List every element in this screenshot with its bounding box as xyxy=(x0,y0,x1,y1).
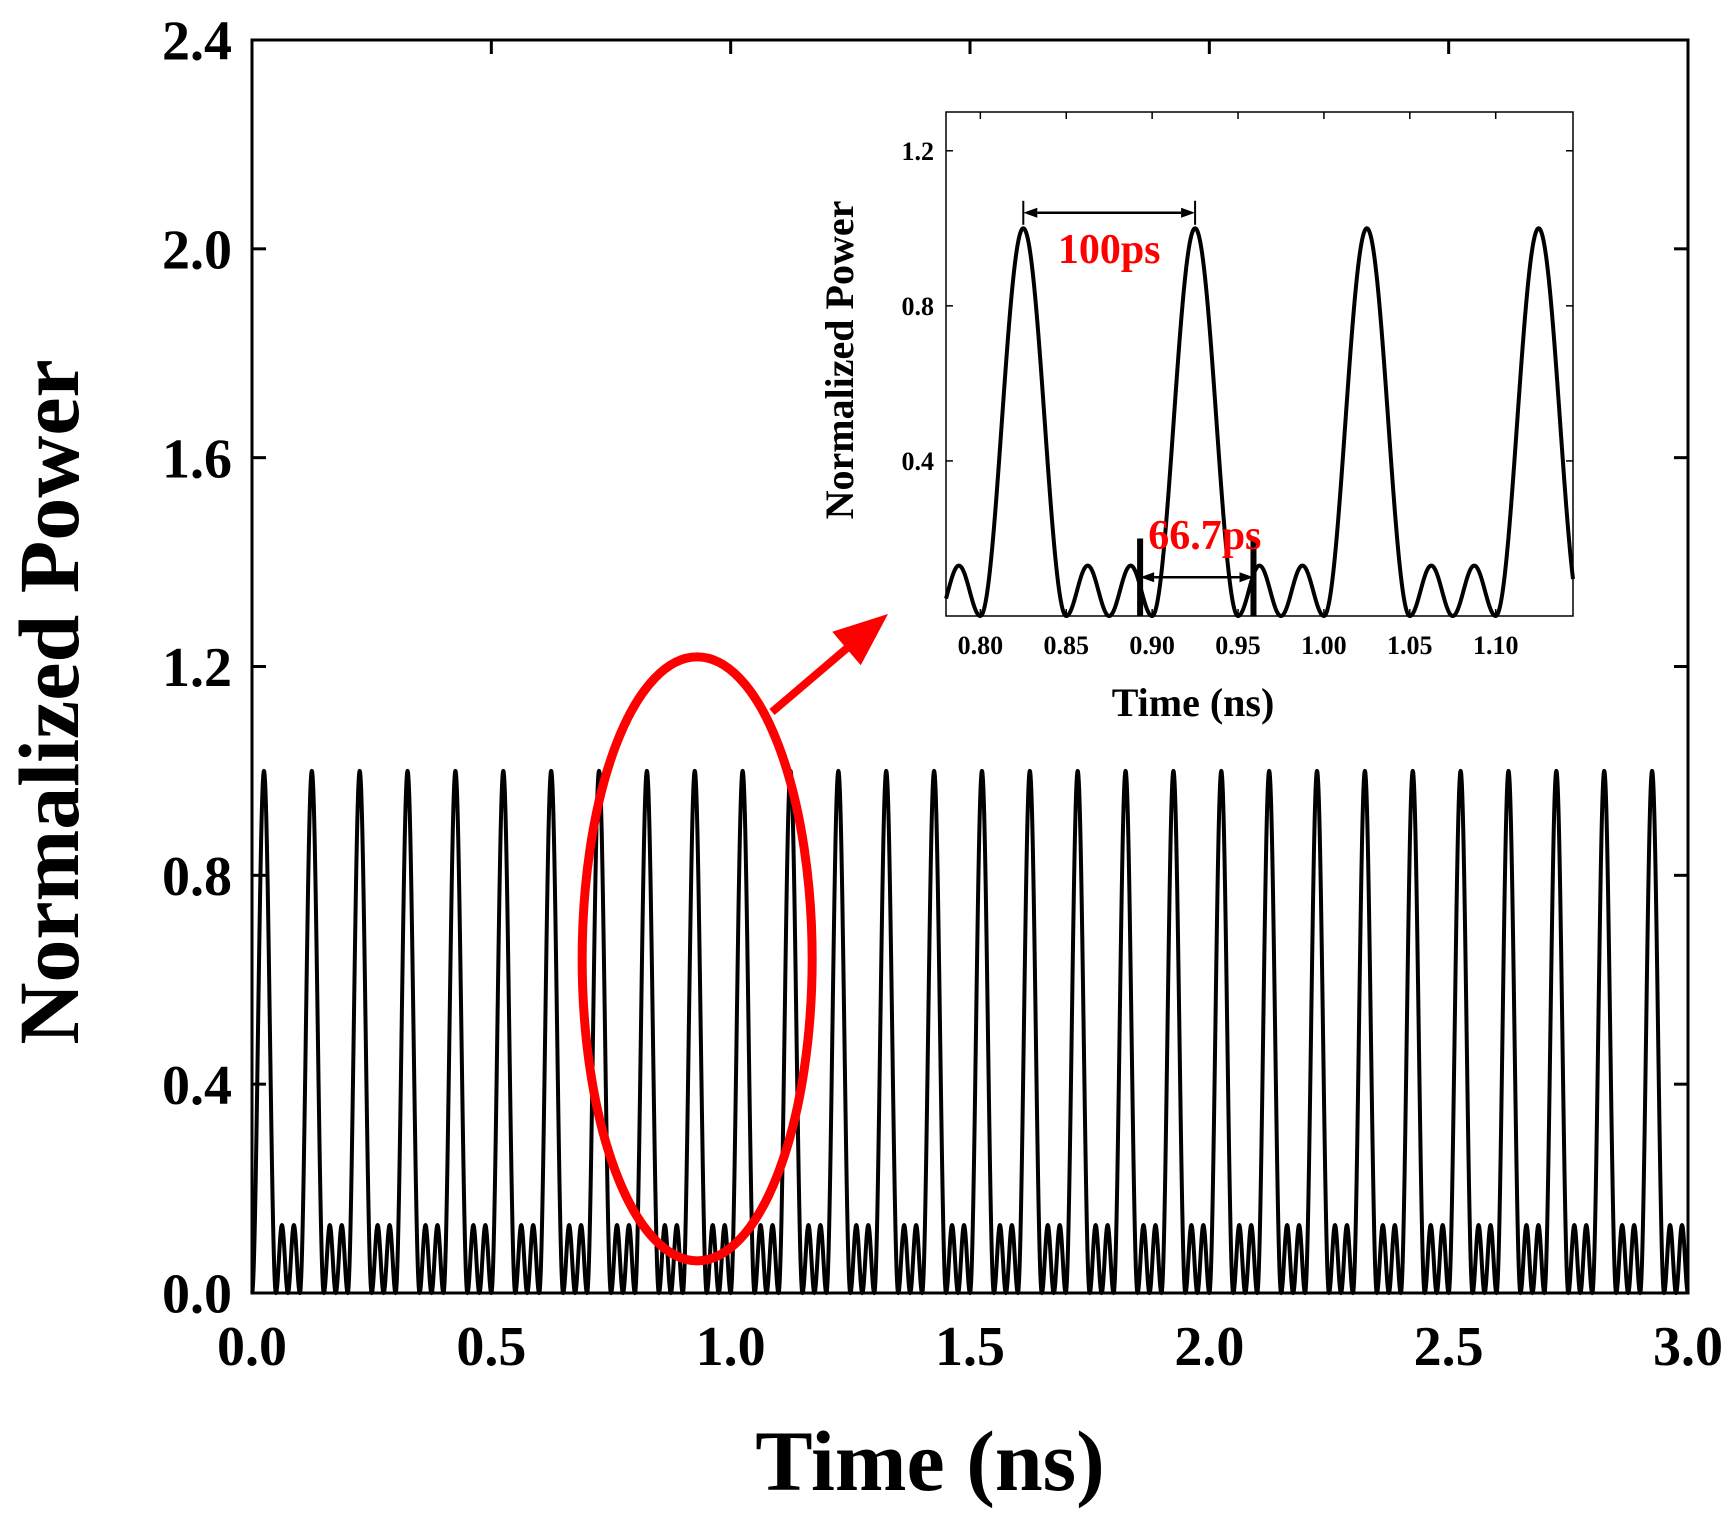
y-tick-label: 0.4 xyxy=(162,1055,232,1117)
x-tick-label: 0.85 xyxy=(1043,631,1089,660)
inset-annotations: 100ps 66.7ps xyxy=(1022,200,1261,583)
highlight-arrow-head xyxy=(832,614,888,666)
main-x-axis-label: Time (ns) xyxy=(755,1413,1105,1509)
x-tick-label: 2.0 xyxy=(1174,1316,1244,1378)
x-tick-label: 1.00 xyxy=(1301,631,1347,660)
y-tick-label: 2.4 xyxy=(162,11,232,73)
y-tick-label: 1.2 xyxy=(902,137,935,166)
y-tick-label: 0.8 xyxy=(162,846,232,908)
inset-plot-frame xyxy=(945,111,1574,617)
x-tick-label: 0.95 xyxy=(1215,631,1261,660)
y-tick-label: 2.0 xyxy=(162,219,232,281)
main-x-axis: 0.0 0.5 1.0 1.5 2.0 2.5 3.0 xyxy=(217,40,1723,1378)
inset-y-axis-label: Normalized Power xyxy=(817,201,862,520)
inset-background xyxy=(943,110,1575,620)
main-y-axis: 0.0 0.4 0.8 1.2 1.6 2.0 2.4 xyxy=(162,11,1688,1326)
inset-plot: 0.80 0.85 0.90 0.95 1.00 1.05 1.10 0.4 0.8 1.2 1… xyxy=(817,110,1575,725)
x-tick-label: 0.0 xyxy=(217,1316,287,1378)
inset-x-axis-label: Time (ns) xyxy=(1112,680,1275,725)
zoom-highlight xyxy=(577,614,888,1266)
inset-series-line xyxy=(944,226,1575,618)
annotation-arrow-head-left xyxy=(1023,207,1038,218)
x-tick-label: 0.80 xyxy=(958,631,1004,660)
annotation-arrow-head-left xyxy=(1140,572,1155,583)
main-y-axis-label: Normalized Power xyxy=(1,359,97,1044)
x-tick-label: 2.5 xyxy=(1414,1316,1484,1378)
x-tick-label: 1.05 xyxy=(1387,631,1433,660)
x-tick-label: 0.90 xyxy=(1129,631,1175,660)
x-tick-label: 1.10 xyxy=(1473,631,1519,660)
x-tick-label: 0.5 xyxy=(456,1316,526,1378)
annotation-label: 66.7ps xyxy=(1148,513,1261,559)
main-plot: 0.0 0.5 1.0 1.5 2.0 2.5 3.0 0.0 0.4 0.8 1.2 1.6 2.0… xyxy=(1,11,1723,1509)
y-tick-label: 0.8 xyxy=(902,292,935,321)
y-tick-label: 1.6 xyxy=(162,428,232,490)
y-tick-label: 0.0 xyxy=(162,1264,232,1326)
y-tick-label: 0.4 xyxy=(902,447,935,476)
inset-y-axis: 0.4 0.8 1.2 xyxy=(902,137,1573,476)
x-tick-label: 1.5 xyxy=(935,1316,1005,1378)
annotation-arrow-head-right xyxy=(1239,572,1254,583)
x-tick-label: 1.0 xyxy=(696,1316,766,1378)
highlight-ellipse xyxy=(577,652,817,1266)
y-tick-label: 1.2 xyxy=(162,637,232,699)
x-tick-label: 3.0 xyxy=(1653,1316,1723,1378)
annotation-label: 100ps xyxy=(1058,227,1161,273)
inset-x-axis: 0.80 0.85 0.90 0.95 1.00 1.05 1.10 xyxy=(958,112,1519,660)
annotation-arrow-head-right xyxy=(1181,207,1196,218)
